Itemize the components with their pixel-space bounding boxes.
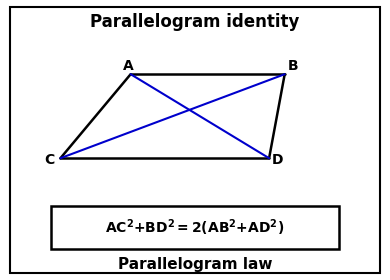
- Text: D: D: [272, 153, 284, 167]
- Text: $\mathbf{AC}^{\mathbf{2}}\mathbf{+ BD}^{\mathbf{2}}\mathbf{= 2(AB}^{\mathbf{2}}\: $\mathbf{AC}^{\mathbf{2}}\mathbf{+ BD}^{…: [105, 217, 285, 238]
- Text: Parallelogram law: Parallelogram law: [118, 257, 272, 272]
- FancyBboxPatch shape: [51, 206, 339, 249]
- Text: A: A: [123, 59, 134, 73]
- Text: B: B: [288, 59, 299, 73]
- Text: Parallelogram identity: Parallelogram identity: [90, 13, 300, 31]
- FancyBboxPatch shape: [10, 7, 380, 273]
- Text: C: C: [44, 153, 55, 167]
